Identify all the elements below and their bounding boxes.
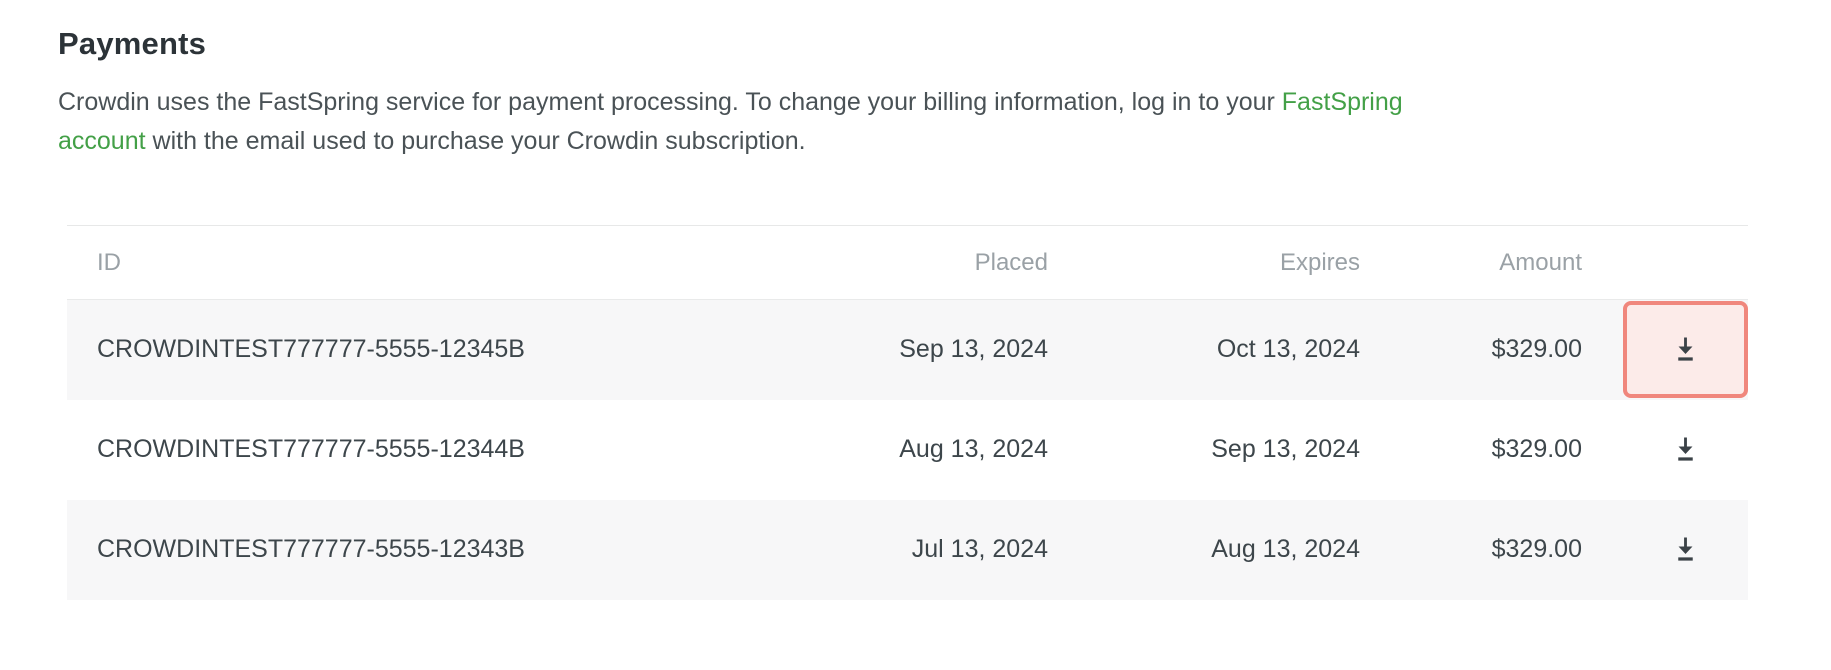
payments-table: ID Placed Expires Amount CROWDINTEST7777… — [67, 225, 1748, 600]
payments-description: Crowdin uses the FastSpring service for … — [58, 83, 1738, 161]
column-header-actions — [1582, 225, 1748, 300]
download-cell — [1582, 500, 1748, 600]
amount-cell: $329.00 — [1491, 435, 1582, 463]
payment-id-cell: CROWDINTEST777777-5555-12344B — [97, 435, 525, 463]
download-invoice-button[interactable] — [1623, 301, 1748, 399]
fastspring-account-link[interactable]: FastSpring account — [58, 88, 1403, 155]
download-invoice-button[interactable] — [1623, 401, 1748, 498]
expires-date-cell: Oct 13, 2024 — [1216, 335, 1360, 364]
download-icon — [1678, 537, 1693, 561]
column-header-amount: Amount — [1360, 225, 1582, 300]
expires-date-cell: Aug 13, 2024 — [1211, 535, 1360, 563]
page-title: Payments — [58, 26, 207, 61]
amount-cell: $329.00 — [1491, 335, 1582, 364]
column-header-id: ID — [67, 225, 827, 300]
description-text-after-link: with the email used to purchase your Cro… — [145, 127, 806, 155]
payment-id-cell: CROWDINTEST777777-5555-12343B — [97, 535, 525, 563]
table-header-row: ID Placed Expires Amount — [67, 225, 1748, 300]
placed-date-cell: Sep 13, 2024 — [899, 335, 1048, 364]
download-cell — [1582, 400, 1748, 500]
table-row: CROWDINTEST777777-5555-12343B Jul 13, 20… — [67, 499, 1748, 600]
download-icon — [1678, 437, 1693, 461]
expires-date-cell: Sep 13, 2024 — [1211, 435, 1360, 463]
description-text-before-link: Crowdin uses the FastSpring service for … — [58, 88, 1282, 116]
payment-id-cell: CROWDINTEST777777-5555-12345B — [97, 335, 525, 364]
placed-date-cell: Aug 13, 2024 — [899, 435, 1048, 463]
fastspring-link-word-1: FastSpring — [1281, 88, 1403, 116]
column-header-placed: Placed — [827, 225, 1048, 300]
placed-date-cell: Jul 13, 2024 — [911, 535, 1048, 563]
download-invoice-button[interactable] — [1623, 501, 1748, 598]
table-row: CROWDINTEST777777-5555-12344B Aug 13, 20… — [67, 400, 1748, 500]
download-icon — [1678, 337, 1693, 361]
column-header-expires: Expires — [1048, 225, 1360, 300]
download-cell — [1582, 300, 1748, 400]
amount-cell: $329.00 — [1491, 535, 1582, 563]
table-row: CROWDINTEST777777-5555-12345B Sep 13, 20… — [67, 299, 1748, 400]
fastspring-link-word-2: account — [58, 127, 146, 155]
